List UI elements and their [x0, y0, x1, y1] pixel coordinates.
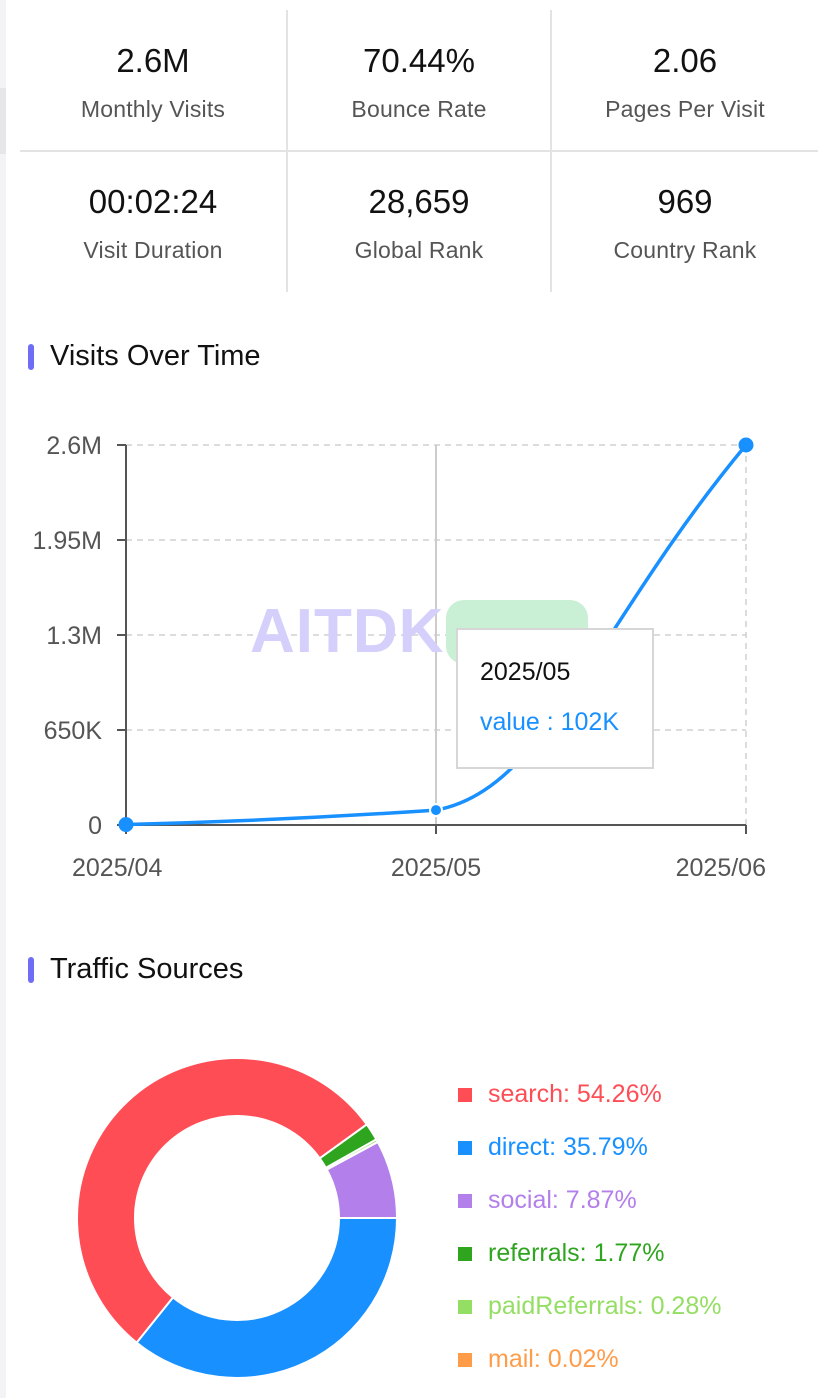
data-point: [738, 437, 754, 453]
legend-label: referrals: 1.77%: [488, 1239, 665, 1267]
stat-label: Bounce Rate: [351, 96, 487, 122]
y-tick-label: 2.6M: [46, 432, 102, 460]
traffic-section-title: Traffic Sources: [28, 953, 243, 986]
stat-value: 28,659: [368, 183, 470, 220]
stat-global-rank: 28,659 Global Rank: [286, 151, 552, 292]
visits-line-chart[interactable]: 0 650K 1.3M 1.95M 2.6M 2025/04 2025/05 2025/06: [0, 400, 826, 900]
y-tick-label: 0: [88, 812, 102, 840]
y-tick-label: 1.3M: [46, 622, 102, 650]
stat-label: Country Rank: [613, 237, 757, 263]
stat-bounce-rate: 70.44% Bounce Rate: [286, 10, 552, 151]
y-tick-label: 1.95M: [33, 527, 102, 555]
title-accent-bar: [28, 956, 34, 983]
stat-visit-duration: 00:02:24 Visit Duration: [20, 151, 286, 292]
stat-monthly-visits: 2.6M Monthly Visits: [20, 10, 286, 151]
legend-swatch: [458, 1140, 472, 1155]
visits-section-title: Visits Over Time: [28, 340, 261, 373]
legend-swatch: [458, 1352, 472, 1367]
x-tick-label: 2025/05: [391, 854, 481, 882]
legend-swatch: [458, 1193, 472, 1208]
y-tick-label: 650K: [44, 717, 103, 745]
left-tab[interactable]: [0, 88, 6, 154]
legend-label: mail: 0.02%: [488, 1345, 619, 1373]
stat-country-rank: 969 Country Rank: [552, 151, 818, 292]
legend-swatch: [458, 1246, 472, 1261]
left-border: [0, 0, 6, 1398]
stat-value: 00:02:24: [88, 183, 218, 220]
x-tick-label: 2025/06: [676, 854, 766, 882]
tooltip-date: 2025/05: [480, 658, 571, 686]
stat-label: Monthly Visits: [80, 96, 226, 122]
legend-item[interactable]: referrals: 1.77%: [458, 1227, 721, 1280]
legend-item[interactable]: paidReferrals: 0.28%: [458, 1280, 721, 1333]
stat-value: 2.6M: [116, 42, 190, 79]
data-point: [429, 803, 443, 818]
legend-item[interactable]: direct: 35.79%: [458, 1121, 721, 1174]
donut-slice: [76, 1057, 369, 1345]
watermark-text: AITDK: [250, 597, 445, 666]
stats-grid: 2.6M Monthly Visits 70.44% Bounce Rate 2…: [20, 10, 818, 292]
traffic-legend: search: 54.26% direct: 35.79% social: 7.87…: [458, 1068, 721, 1386]
stat-value: 70.44%: [363, 42, 475, 79]
legend-item[interactable]: social: 7.87%: [458, 1174, 721, 1227]
legend-label: paidReferrals: 0.28%: [488, 1292, 722, 1320]
traffic-title-text: Traffic Sources: [50, 953, 244, 985]
title-accent-bar: [28, 343, 34, 370]
legend-swatch: [458, 1299, 472, 1314]
legend-label: search: 54.26%: [488, 1080, 662, 1108]
donut-slice: [135, 1217, 399, 1379]
visits-series-line: [125, 443, 748, 827]
data-point: [118, 817, 134, 833]
stat-label: Pages Per Visit: [605, 96, 765, 122]
stat-value: 2.06: [652, 42, 718, 79]
legend-swatch: [458, 1087, 472, 1102]
stat-label: Global Rank: [354, 237, 484, 263]
stat-pages-per-visit: 2.06 Pages Per Visit: [552, 10, 818, 151]
traffic-donut-chart[interactable]: [0, 1030, 440, 1398]
stat-value: 969: [657, 183, 713, 220]
tooltip-value: value : 102K: [480, 708, 619, 736]
legend-item[interactable]: mail: 0.02%: [458, 1333, 721, 1386]
legend-label: direct: 35.79%: [488, 1133, 648, 1161]
chart-tooltip: 2025/05 value : 102K: [456, 628, 654, 769]
x-tick-label: 2025/04: [72, 854, 162, 882]
visits-title-text: Visits Over Time: [50, 340, 261, 372]
donut-slice: [325, 1140, 399, 1219]
stat-label: Visit Duration: [83, 237, 223, 263]
grid-divider: [20, 150, 818, 152]
legend-item[interactable]: search: 54.26%: [458, 1068, 721, 1121]
legend-label: social: 7.87%: [488, 1186, 637, 1214]
